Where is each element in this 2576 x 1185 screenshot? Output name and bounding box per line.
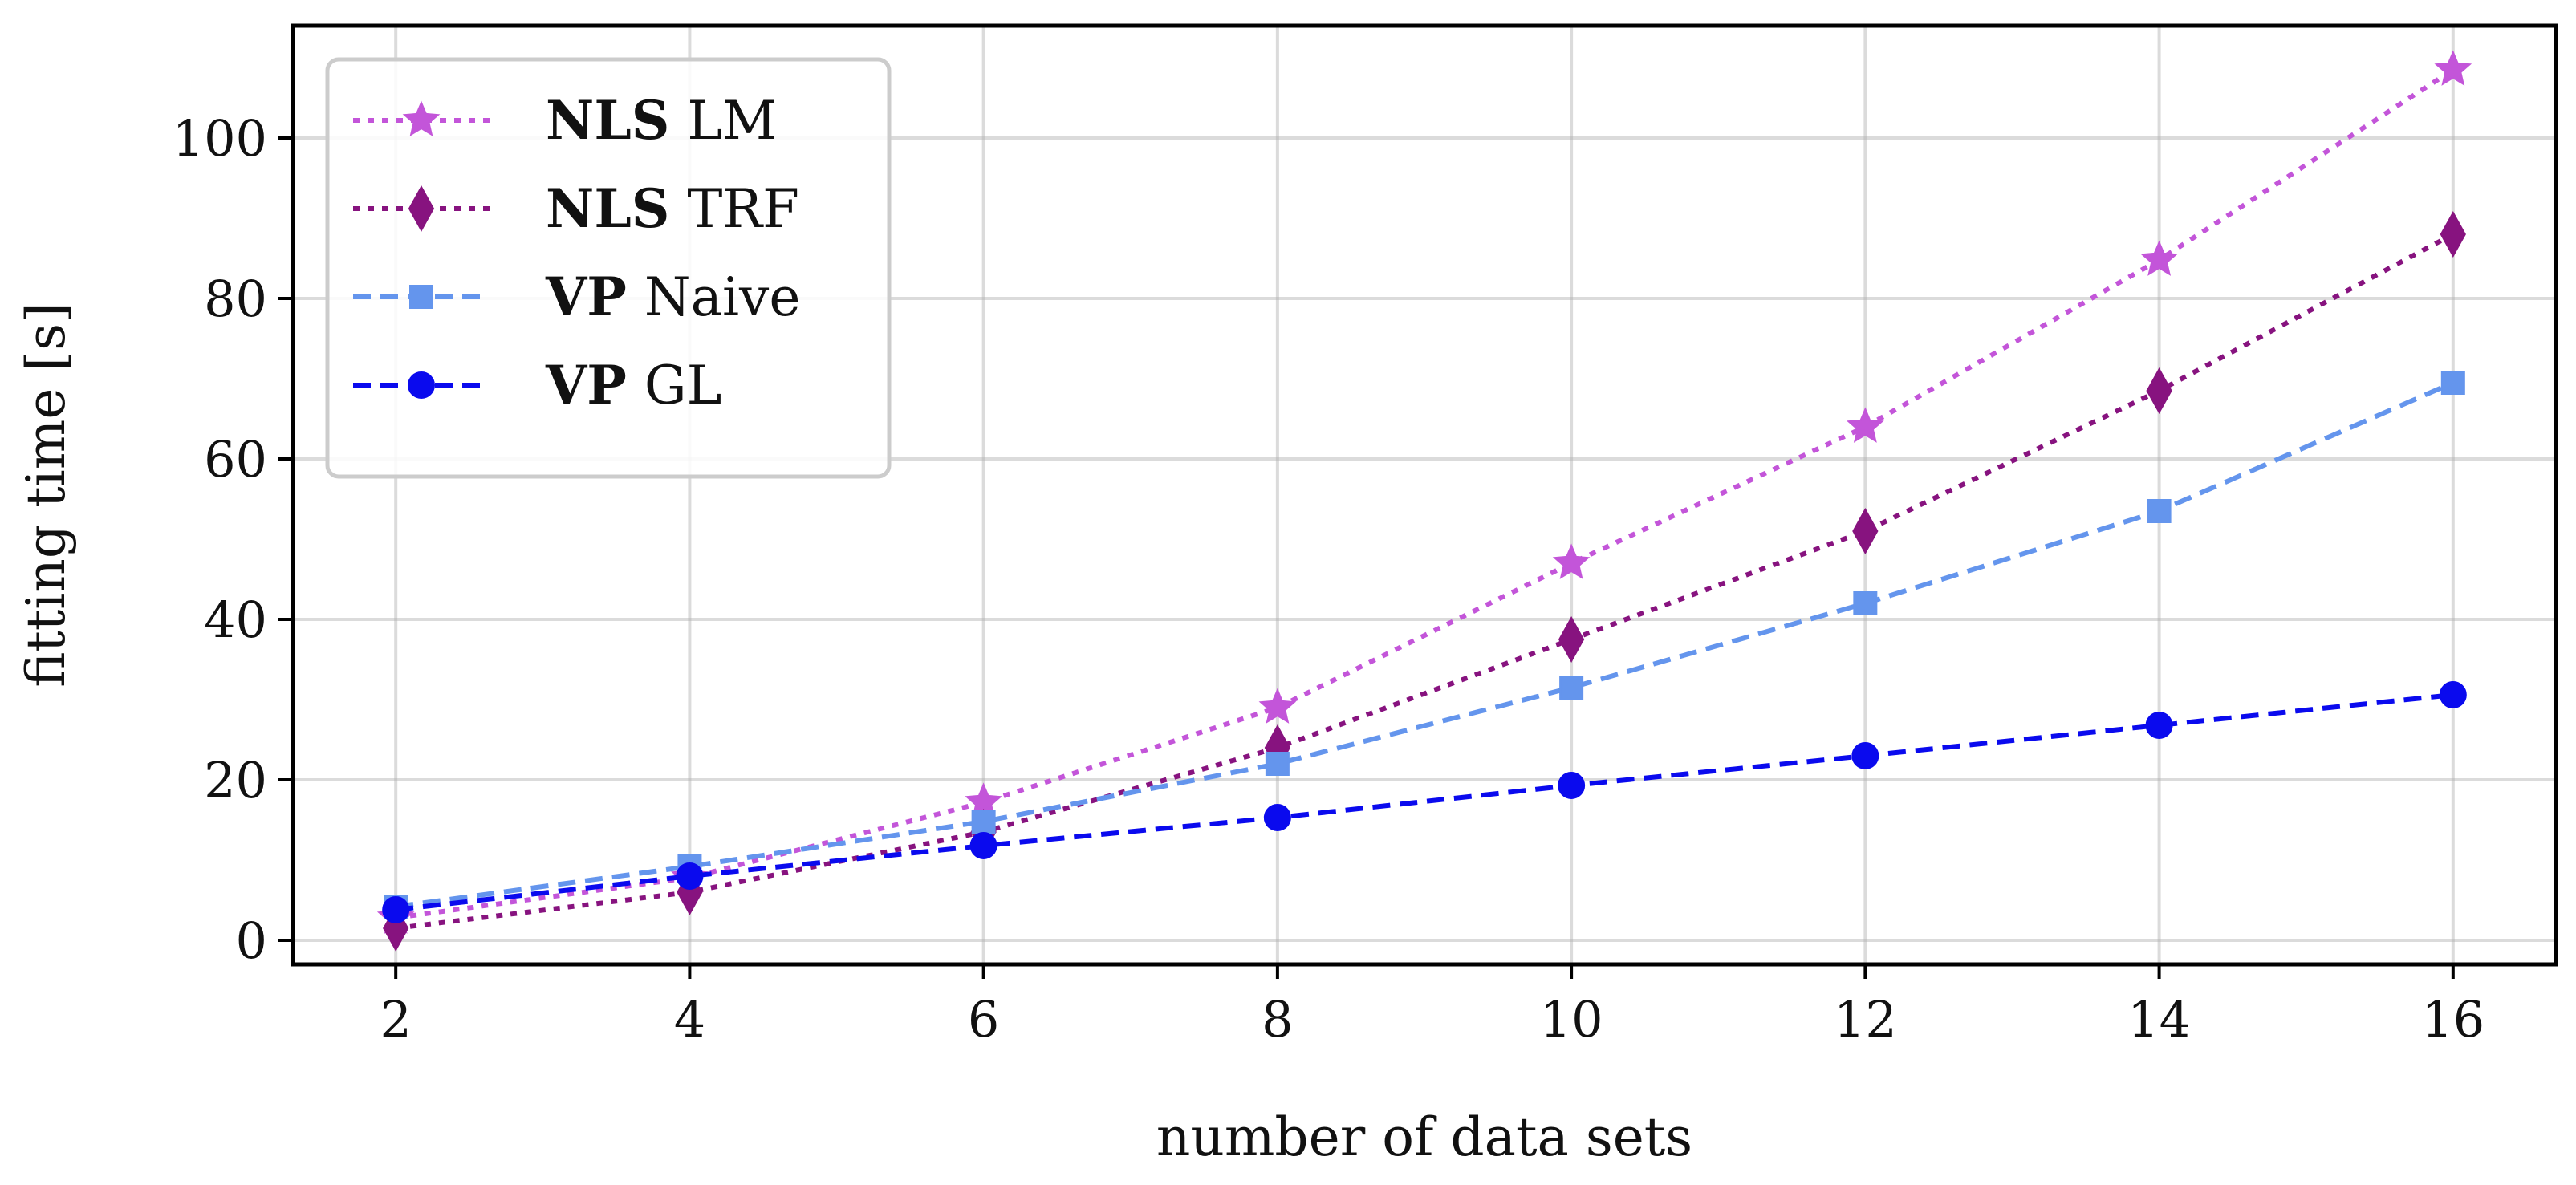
data-point	[676, 862, 704, 890]
series-vp-gl	[382, 681, 2467, 923]
data-point	[1852, 507, 1879, 555]
x-tick-label: 14	[2127, 990, 2191, 1049]
legend-label: NLS LM	[546, 89, 777, 152]
legend-box	[325, 57, 892, 479]
data-point	[971, 810, 996, 834]
legend-item: NLS TRF	[353, 177, 799, 240]
legend-marker	[409, 285, 433, 309]
x-axis: 2 4 6 8 10 12 14 16	[380, 964, 2485, 1049]
legend-label: VP Naive	[545, 266, 800, 328]
data-point	[2440, 210, 2466, 258]
y-tick-label: 60	[204, 430, 267, 489]
x-tick-label: 6	[968, 990, 999, 1049]
data-point	[1851, 742, 1879, 769]
legend-marker	[408, 371, 435, 399]
data-point	[1265, 752, 1290, 776]
data-point	[2140, 240, 2178, 276]
data-point	[1853, 591, 1878, 615]
series-line	[395, 692, 2454, 912]
series-layer	[376, 50, 2472, 952]
data-point	[1559, 676, 1584, 700]
y-axis-label: fitting time [s]	[15, 302, 77, 688]
legend-label-rest: Naive	[644, 266, 801, 328]
plot-frame	[291, 23, 2558, 967]
series-line	[395, 380, 2455, 909]
data-point	[382, 896, 410, 923]
legend-label-bold: NLS	[546, 177, 669, 240]
legend-label: NLS TRF	[546, 177, 799, 240]
x-tick-label: 4	[674, 990, 705, 1049]
y-tick-label: 20	[204, 751, 267, 810]
grid	[293, 26, 2556, 964]
legend-label-rest: TRF	[687, 178, 799, 240]
y-tick-label: 40	[204, 590, 267, 649]
series-line	[395, 67, 2455, 920]
data-point	[1263, 804, 1291, 831]
data-point	[2434, 50, 2472, 86]
data-point	[2147, 499, 2172, 523]
legend-label-bold: VP	[545, 354, 627, 416]
legend-label-rest: GL	[644, 355, 722, 416]
x-tick-label: 16	[2421, 990, 2485, 1049]
x-tick-label: 8	[1262, 990, 1293, 1049]
legend-item: VP Naive	[353, 266, 800, 328]
y-tick-label: 0	[236, 911, 267, 970]
data-point	[2439, 681, 2467, 708]
legend-marker	[408, 185, 435, 233]
data-point	[1846, 407, 1884, 443]
data-point	[1558, 772, 1586, 799]
x-tick-label: 12	[1834, 990, 1897, 1049]
legend-marker	[402, 100, 441, 136]
legend-label-rest: LM	[687, 90, 776, 152]
y-tick-label: 100	[173, 109, 267, 168]
series-line	[395, 232, 2455, 931]
y-tick-label: 80	[204, 270, 267, 328]
data-point	[2145, 712, 2173, 739]
data-point	[2440, 371, 2465, 395]
x-tick-label: 10	[1540, 990, 1603, 1049]
x-axis-label: number of data sets	[1156, 1106, 1692, 1168]
legend-label: VP GL	[545, 354, 721, 416]
data-point	[969, 832, 997, 859]
legend-item: VP GL	[353, 354, 721, 416]
data-point	[1552, 543, 1591, 579]
data-point	[1258, 688, 1297, 724]
y-axis: 0 20 40 60 80 100	[173, 109, 293, 970]
data-point	[1558, 615, 1585, 664]
x-tick-label: 2	[380, 990, 411, 1049]
legend: NLS LM NLS TRF VP Naive VP GL	[325, 57, 892, 479]
legend-label-bold: VP	[545, 266, 627, 328]
legend-item: NLS LM	[353, 89, 777, 152]
data-point	[2146, 367, 2172, 415]
legend-label-bold: NLS	[546, 89, 669, 152]
